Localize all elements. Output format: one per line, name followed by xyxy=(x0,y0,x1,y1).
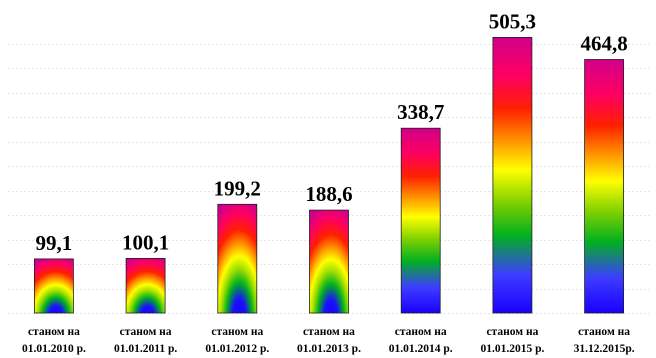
data-label: 100,1 xyxy=(122,230,169,254)
x-tick-label: станом на 01.01.2010 р. xyxy=(22,326,86,355)
data-label: 99,1 xyxy=(36,231,73,255)
data-label: 464,8 xyxy=(580,32,627,56)
x-tick-label: станом на 01.01.2011 р. xyxy=(114,326,177,355)
x-tick-label: станом на 01.01.2014 р. xyxy=(389,326,453,355)
data-label: 188,6 xyxy=(305,182,352,206)
bar xyxy=(584,59,624,314)
bar xyxy=(217,203,258,314)
bar xyxy=(125,257,166,314)
bar xyxy=(400,127,441,314)
x-tick-label: станом на 01.01.2015 р. xyxy=(480,326,544,355)
value-labels: 99,1 100,1 199,2 188,6 338,7 505,3 464,8 xyxy=(36,9,628,255)
bar xyxy=(492,37,533,314)
bar xyxy=(34,258,74,314)
category-labels: станом на 01.01.2010 р. станом на 01.01.201… xyxy=(22,326,635,355)
bars xyxy=(34,37,624,314)
data-label: 505,3 xyxy=(489,9,536,33)
x-tick-label: станом на 01.01.2013 р. xyxy=(297,326,361,355)
bar xyxy=(309,209,349,314)
data-label: 338,7 xyxy=(397,100,444,124)
x-tick-label: станом на 01.01.2012 р. xyxy=(205,326,269,355)
data-label: 199,2 xyxy=(214,176,261,200)
x-tick-label: станом на 31.12.2015р. xyxy=(574,326,635,355)
